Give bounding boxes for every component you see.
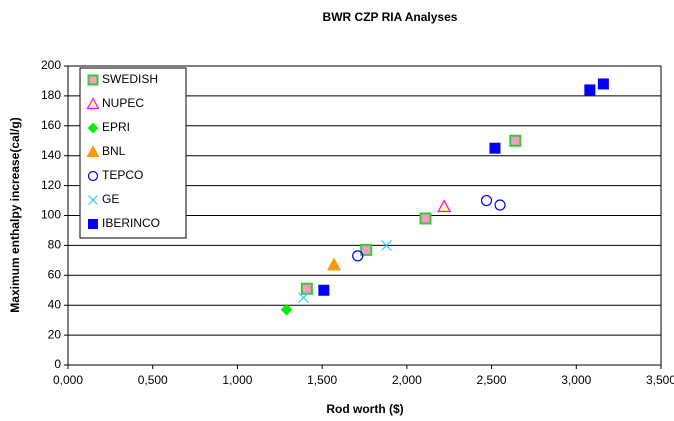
legend-label: GE: [102, 192, 119, 206]
legend-label: SWEDISH: [102, 72, 158, 86]
marker-cross: [88, 195, 98, 205]
marker-square: [419, 212, 432, 225]
y-axis-label: Maximum enthalpy increase(cal/g): [8, 117, 22, 312]
marker-square: [360, 243, 373, 256]
y-tick-label: 80: [48, 238, 62, 252]
marker-triangle: [86, 145, 100, 158]
x-tick-label: 0,500: [138, 373, 168, 387]
y-tick-label: 200: [41, 58, 61, 72]
marker-triangle: [86, 97, 100, 110]
marker-circle: [480, 194, 493, 207]
marker-square: [88, 219, 98, 229]
y-tick-label: 160: [41, 118, 61, 132]
x-tick-label: 2,500: [477, 373, 507, 387]
y-tick-label: 60: [48, 267, 62, 281]
y-tick-label: 40: [48, 297, 62, 311]
marker-diamond: [280, 303, 293, 316]
marker-diamond: [87, 122, 99, 134]
legend-box: [79, 67, 187, 239]
legend-label: EPRI: [102, 120, 130, 134]
marker-cross: [381, 239, 392, 251]
y-tick-label: 140: [41, 148, 61, 162]
x-tick-label: 2,000: [392, 373, 422, 387]
marker-circle: [494, 199, 506, 211]
y-tick-label: 100: [41, 208, 61, 222]
legend-label: TEPCO: [102, 168, 143, 182]
marker-circle: [87, 170, 99, 182]
x-tick-label: 3,000: [561, 373, 591, 387]
legend-label: BNL: [102, 144, 126, 158]
y-tick-label: 20: [48, 327, 62, 341]
legend-label: IBERINCO: [102, 216, 160, 230]
marker-square: [87, 74, 99, 86]
marker-square: [318, 284, 330, 296]
marker-cross: [298, 292, 309, 304]
plot-frame: [67, 65, 662, 366]
x-tick-label: 1,000: [222, 373, 252, 387]
x-tick-label: 0,000: [53, 373, 83, 387]
marker-square: [489, 142, 501, 154]
marker-square: [584, 84, 596, 96]
chart-title: BWR CZP RIA Analyses: [323, 10, 458, 24]
y-tick-label: 180: [41, 88, 61, 102]
x-tick-label: 3,500: [646, 373, 674, 387]
marker-square: [300, 282, 313, 295]
legend-label: NUPEC: [102, 96, 144, 110]
marker-triangle: [326, 257, 342, 271]
y-tick-label: 0: [54, 357, 61, 371]
marker-square: [597, 78, 609, 90]
marker-square: [509, 134, 522, 147]
marker-triangle: [437, 199, 452, 213]
marker-circle: [352, 250, 364, 262]
x-axis-label: Rod worth ($): [326, 402, 403, 416]
y-tick-label: 120: [41, 178, 61, 192]
x-tick-label: 1,500: [307, 373, 337, 387]
